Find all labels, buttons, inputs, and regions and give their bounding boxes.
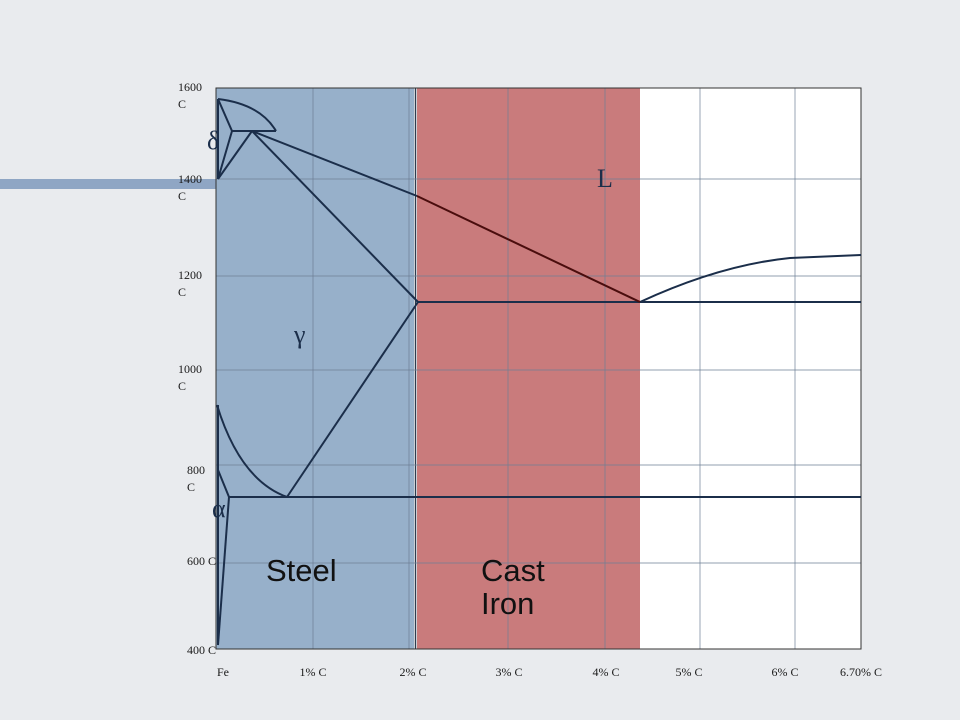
title-accent-bar [0,179,216,189]
a-cm-line [286,301,419,498]
liquidus-cast-iron [416,195,641,303]
x-label-1pct: 1% C [299,665,327,679]
x-label-4pct: 4% C [592,665,620,679]
solidus [251,130,419,303]
steel-label: Steel [266,553,337,588]
x-label-6pct: 6% C [771,665,799,679]
x-label-5pct: 5% C [675,665,703,679]
y-label-600: 600 C [187,554,217,568]
grid [216,88,861,649]
liquid-phase-label: L [597,164,613,193]
delta-liquidus [217,98,277,132]
x-label-3pct: 3% C [495,665,523,679]
cast-iron-label: Cast Iron [481,553,545,621]
y-label-1200: 1200 C [178,268,202,299]
y-label-800: 800 C [187,463,205,494]
cast-iron-region [417,88,640,649]
y-label-1400: 1400 C [178,172,202,203]
y-label-1000: 1000 C [178,362,202,393]
gamma-phase-label: γ [294,320,306,349]
x-label-fe: Fe [217,665,229,679]
delta-phase-label: δ [207,126,220,155]
a3-line [216,404,288,498]
y-label-1600: 1600 C [178,80,202,111]
cementite-liquidus [639,254,862,303]
x-label-2pct: 2% C [399,665,427,679]
liquidus-steel [251,130,418,197]
x-label-670pct: 6.70% C [840,665,882,679]
y-label-400: 400 C [187,643,217,657]
alpha-phase-label: α [212,494,226,523]
